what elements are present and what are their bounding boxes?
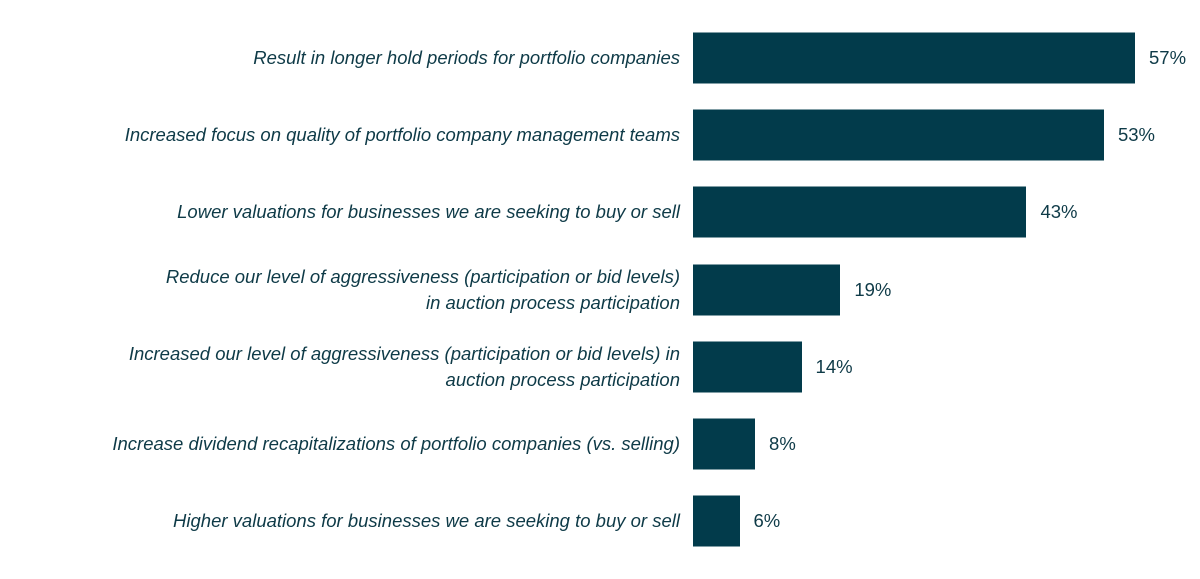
category-label: Increased focus on quality of portfolio …: [124, 124, 680, 146]
value-label: 14%: [815, 355, 853, 377]
bar: [693, 341, 802, 393]
bar: [693, 109, 1104, 161]
value-label: 6%: [753, 510, 781, 532]
bar: [693, 264, 841, 316]
value-label: 57%: [1149, 47, 1187, 68]
value-label: 53%: [1117, 124, 1155, 146]
category-label: Increased our level of aggressiveness (p…: [128, 342, 680, 390]
bar: [693, 495, 740, 547]
category-label: Lower valuations for businesses we are s…: [177, 201, 680, 223]
bar: [693, 418, 756, 470]
bar: [693, 32, 1135, 84]
value-label: 43%: [1040, 201, 1078, 223]
category-label: Increase dividend recapitalizations of p…: [112, 433, 680, 454]
bar: [693, 186, 1027, 238]
category-label: Reduce our level of aggressiveness (part…: [165, 265, 680, 313]
value-label: 19%: [854, 278, 892, 300]
value-label: 8%: [769, 433, 796, 454]
category-label: Higher valuations for businesses we are …: [173, 510, 680, 532]
category-label: Result in longer hold periods for portfo…: [253, 47, 680, 68]
